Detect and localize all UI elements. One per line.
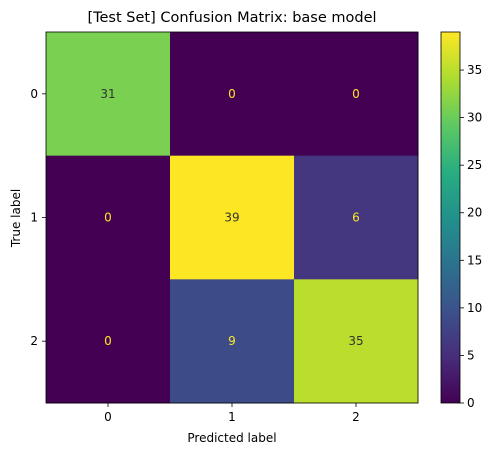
heatmap-cells [46, 32, 419, 404]
chart-title: [Test Set] Confusion Matrix: base model [87, 10, 376, 26]
heatmap-cell [294, 32, 419, 157]
cell-value-label: 6 [352, 211, 360, 225]
cell-value-label: 0 [104, 334, 112, 348]
cell-value-label: 9 [228, 334, 236, 348]
heatmap-cell [170, 279, 295, 404]
heatmap-cell [294, 155, 419, 280]
heatmap-cell [46, 155, 171, 280]
y-tick-label: 2 [30, 334, 38, 348]
colorbar-gradient [441, 32, 460, 403]
heatmap-cell [170, 155, 295, 280]
heatmap-cell [170, 32, 295, 157]
colorbar-tick-label: 25 [467, 158, 482, 172]
colorbar-tick-label: 20 [467, 206, 482, 220]
cell-value-label: 0 [228, 87, 236, 101]
x-tick-label: 2 [352, 410, 360, 424]
y-axis-ticks: 0 1 2 [30, 87, 46, 348]
colorbar-tick-label: 30 [467, 111, 482, 125]
y-tick-label: 1 [30, 211, 38, 225]
heatmap-cell [46, 279, 171, 404]
cell-value-label: 39 [224, 211, 239, 225]
cell-value-label: 35 [348, 334, 363, 348]
cell-value-label: 31 [100, 87, 115, 101]
x-axis-label: Predicted label [187, 431, 276, 445]
colorbar-tick-label: 35 [467, 63, 482, 77]
colorbar-ticks: 0 5 10 15 20 25 30 35 [460, 63, 482, 410]
colorbar-tick-label: 15 [467, 253, 482, 267]
cell-value-label: 0 [352, 87, 360, 101]
colorbar-tick-label: 5 [467, 348, 475, 362]
colorbar-tick-label: 0 [467, 396, 475, 410]
y-axis-label: True label [9, 189, 23, 248]
colorbar-frame [440, 31, 461, 404]
heatmap-cell [46, 32, 171, 157]
colorbar-tick-label: 10 [467, 301, 482, 315]
x-tick-label: 0 [104, 410, 112, 424]
x-tick-label: 1 [228, 410, 236, 424]
y-tick-label: 0 [30, 87, 38, 101]
cell-value-labels: 31 0 0 0 39 6 0 9 35 [100, 87, 363, 348]
heatmap-cell [294, 279, 419, 404]
cell-value-label: 0 [104, 211, 112, 225]
x-axis-ticks: 0 1 2 [104, 403, 360, 424]
